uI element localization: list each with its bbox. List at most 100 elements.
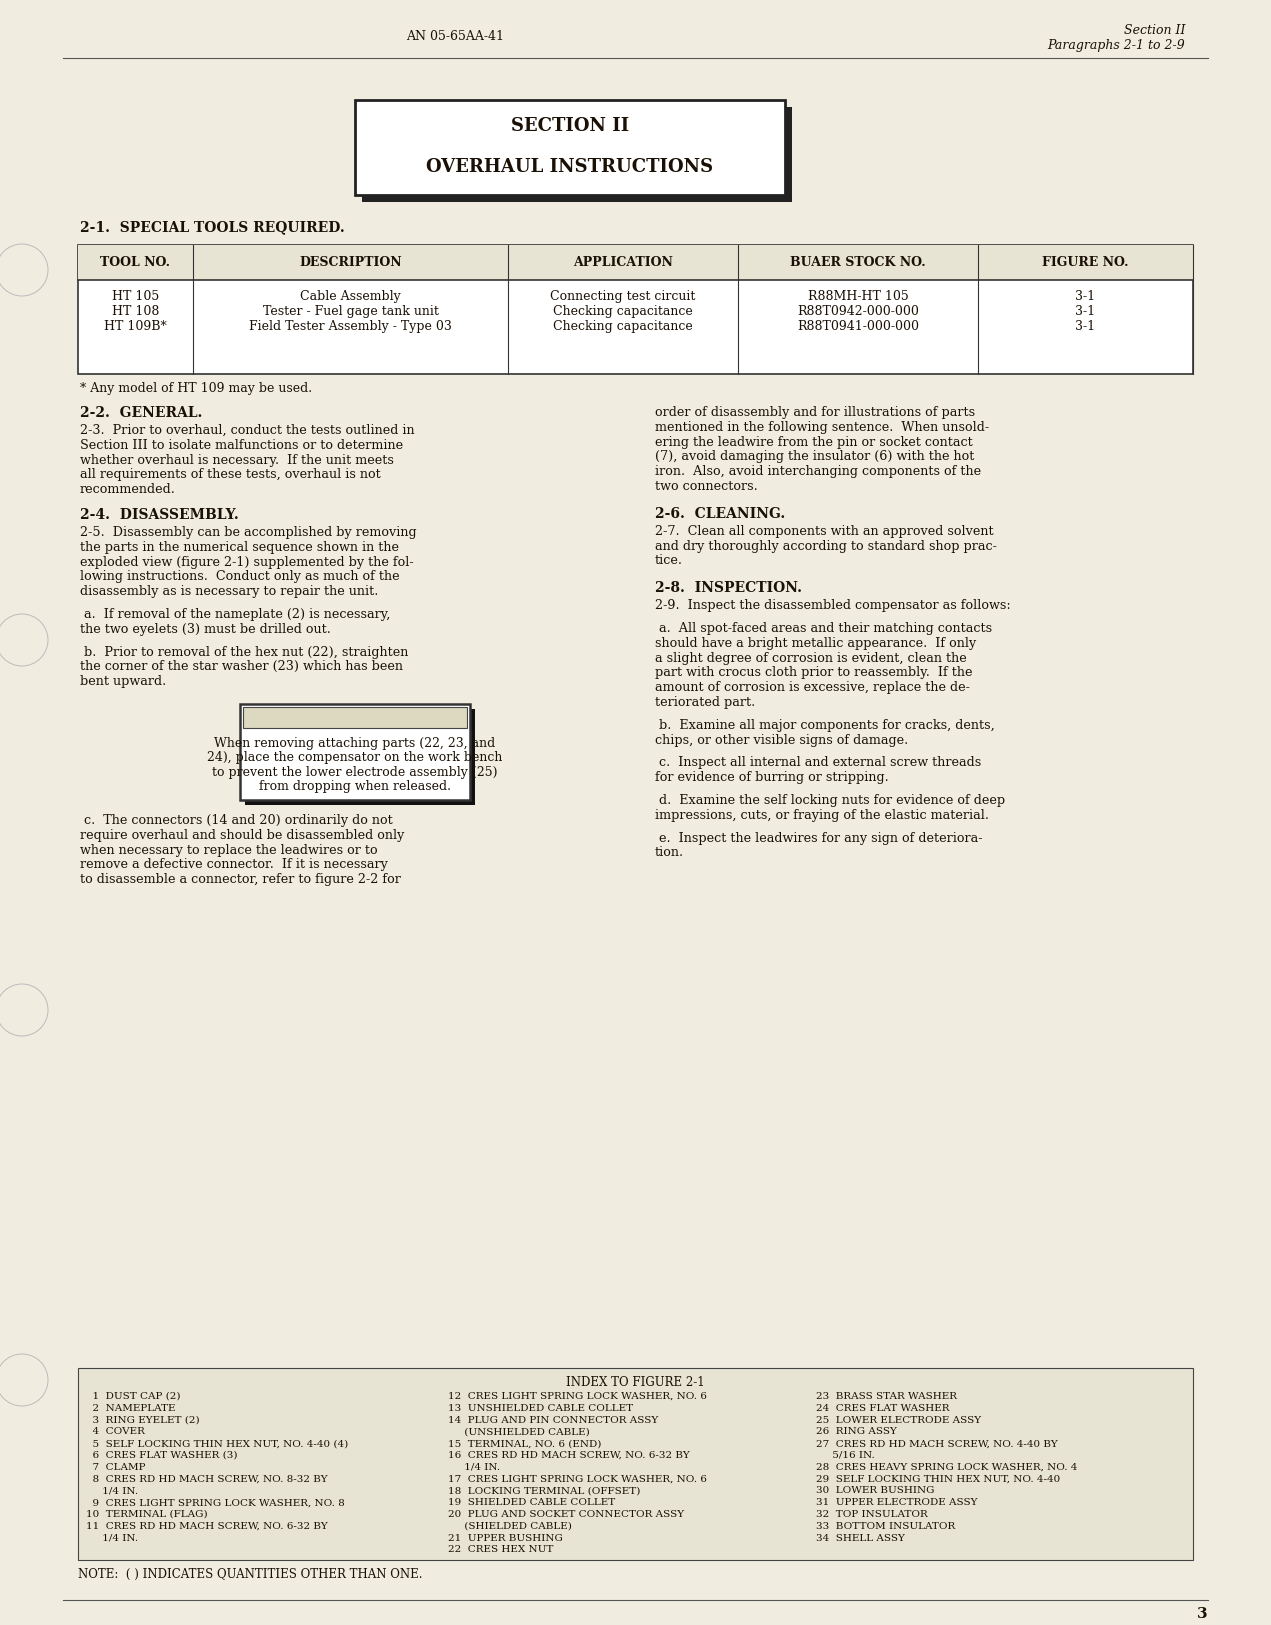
Text: R88MH-HT 105: R88MH-HT 105 [807,289,909,302]
Text: 3-1: 3-1 [1075,289,1096,302]
Text: bent upward.: bent upward. [80,676,167,689]
Text: from dropping when released.: from dropping when released. [259,780,451,793]
Text: 2-9.  Inspect the disassembled compensator as follows:: 2-9. Inspect the disassembled compensato… [655,600,1010,613]
Text: 2-6.  CLEANING.: 2-6. CLEANING. [655,507,785,520]
Text: R88T0941-000-000: R88T0941-000-000 [797,320,919,333]
Text: 22  CRES HEX NUT: 22 CRES HEX NUT [447,1545,553,1555]
Text: and dry thoroughly according to standard shop prac-: and dry thoroughly according to standard… [655,540,996,552]
Text: 2-7.  Clean all components with an approved solvent: 2-7. Clean all components with an approv… [655,525,994,538]
Text: 2-3.  Prior to overhaul, conduct the tests outlined in: 2-3. Prior to overhaul, conduct the test… [80,424,414,437]
Text: TOOL NO.: TOOL NO. [100,257,170,270]
Text: APPLICATION: APPLICATION [573,257,672,270]
Text: OVERHAUL INSTRUCTIONS: OVERHAUL INSTRUCTIONS [427,158,713,176]
Circle shape [0,985,48,1037]
Bar [355,101,785,195]
Circle shape [0,614,48,666]
Text: AN 05-65AA-41: AN 05-65AA-41 [405,29,505,42]
Text: 21  UPPER BUSHING: 21 UPPER BUSHING [447,1534,563,1542]
Text: a slight degree of corrosion is evident, clean the: a slight degree of corrosion is evident,… [655,652,967,665]
Text: 3-1: 3-1 [1075,306,1096,318]
Text: 33  BOTTOM INSULATOR: 33 BOTTOM INSULATOR [816,1521,956,1531]
Text: BUAER STOCK NO.: BUAER STOCK NO. [791,257,925,270]
Text: 3-1: 3-1 [1075,320,1096,333]
Text: should have a bright metallic appearance.  If only: should have a bright metallic appearance… [655,637,976,650]
Text: 1/4 IN.: 1/4 IN. [86,1487,139,1495]
Text: order of disassembly and for illustrations of parts: order of disassembly and for illustratio… [655,406,975,419]
Text: two connectors.: two connectors. [655,479,758,492]
Text: 10  TERMINAL (FLAG): 10 TERMINAL (FLAG) [86,1510,207,1519]
Text: ering the leadwire from the pin or socket contact: ering the leadwire from the pin or socke… [655,436,972,448]
Text: tion.: tion. [655,847,684,860]
Text: disassembly as is necessary to repair the unit.: disassembly as is necessary to repair th… [80,585,379,598]
Text: 2-5.  Disassembly can be accomplished by removing: 2-5. Disassembly can be accomplished by … [80,526,417,540]
Text: 7  CLAMP: 7 CLAMP [86,1462,145,1472]
Text: for evidence of burring or stripping.: for evidence of burring or stripping. [655,772,888,785]
Text: tice.: tice. [655,554,683,567]
Text: remove a defective connector.  If it is necessary: remove a defective connector. If it is n… [80,858,388,871]
Text: the two eyelets (3) must be drilled out.: the two eyelets (3) must be drilled out. [80,622,330,635]
Text: b.  Examine all major components for cracks, dents,: b. Examine all major components for crac… [655,718,995,731]
Text: (SHIELDED CABLE): (SHIELDED CABLE) [447,1521,572,1531]
Text: * Any model of HT 109 may be used.: * Any model of HT 109 may be used. [80,382,313,395]
Text: 5  SELF LOCKING THIN HEX NUT, NO. 4-40 (4): 5 SELF LOCKING THIN HEX NUT, NO. 4-40 (4… [86,1440,348,1448]
Text: a.  If removal of the nameplate (2) is necessary,: a. If removal of the nameplate (2) is ne… [80,608,390,621]
Text: HT 109B*: HT 109B* [104,320,167,333]
Text: CAUTION: CAUTION [319,710,391,723]
Text: FIGURE NO.: FIGURE NO. [1042,257,1129,270]
Text: 30  LOWER BUSHING: 30 LOWER BUSHING [816,1487,934,1495]
Text: 3: 3 [1197,1607,1207,1622]
Text: R88T0942-000-000: R88T0942-000-000 [797,306,919,318]
Text: 9  CRES LIGHT SPRING LOCK WASHER, NO. 8: 9 CRES LIGHT SPRING LOCK WASHER, NO. 8 [86,1498,344,1508]
Text: when necessary to replace the leadwires or to: when necessary to replace the leadwires … [80,843,377,856]
Text: Checking capacitance: Checking capacitance [553,306,693,318]
Bar [78,245,1193,280]
Text: Checking capacitance: Checking capacitance [553,320,693,333]
Text: 4  COVER: 4 COVER [86,1427,145,1436]
Circle shape [0,1354,48,1406]
Text: chips, or other visible signs of damage.: chips, or other visible signs of damage. [655,733,909,746]
Bar [240,704,470,800]
Text: 20  PLUG AND SOCKET CONNECTOR ASSY: 20 PLUG AND SOCKET CONNECTOR ASSY [447,1510,684,1519]
Text: 16  CRES RD HD MACH SCREW, NO. 6-32 BY: 16 CRES RD HD MACH SCREW, NO. 6-32 BY [447,1451,690,1459]
Text: d.  Examine the self locking nuts for evidence of deep: d. Examine the self locking nuts for evi… [655,795,1005,808]
Text: When removing attaching parts (22, 23, and: When removing attaching parts (22, 23, a… [215,738,496,751]
Text: 2-1.  SPECIAL TOOLS REQUIRED.: 2-1. SPECIAL TOOLS REQUIRED. [80,219,344,234]
Text: require overhaul and should be disassembled only: require overhaul and should be disassemb… [80,829,404,842]
Text: 18  LOCKING TERMINAL (OFFSET): 18 LOCKING TERMINAL (OFFSET) [447,1487,641,1495]
Text: 19  SHIELDED CABLE COLLET: 19 SHIELDED CABLE COLLET [447,1498,615,1508]
Text: b.  Prior to removal of the hex nut (22), straighten: b. Prior to removal of the hex nut (22),… [80,645,408,658]
Text: 15  TERMINAL, NO. 6 (END): 15 TERMINAL, NO. 6 (END) [447,1440,601,1448]
Text: 2-2.  GENERAL.: 2-2. GENERAL. [80,406,202,419]
Bar [78,245,1193,374]
Text: Field Tester Assembly - Type 03: Field Tester Assembly - Type 03 [249,320,452,333]
Text: whether overhaul is necessary.  If the unit meets: whether overhaul is necessary. If the un… [80,453,394,466]
Text: the corner of the star washer (23) which has been: the corner of the star washer (23) which… [80,660,403,673]
Text: 2-8.  INSPECTION.: 2-8. INSPECTION. [655,582,802,595]
Text: 25  LOWER ELECTRODE ASSY: 25 LOWER ELECTRODE ASSY [816,1415,981,1425]
Text: to prevent the lower electrode assembly (25): to prevent the lower electrode assembly … [212,765,498,778]
Text: (7), avoid damaging the insulator (6) with the hot: (7), avoid damaging the insulator (6) wi… [655,450,975,463]
Text: 34  SHELL ASSY: 34 SHELL ASSY [816,1534,905,1542]
Text: 32  TOP INSULATOR: 32 TOP INSULATOR [816,1510,928,1519]
Text: 17  CRES LIGHT SPRING LOCK WASHER, NO. 6: 17 CRES LIGHT SPRING LOCK WASHER, NO. 6 [447,1474,707,1484]
Text: 12  CRES LIGHT SPRING LOCK WASHER, NO. 6: 12 CRES LIGHT SPRING LOCK WASHER, NO. 6 [447,1393,707,1401]
Bar [78,1368,1193,1560]
Text: Section III to isolate malfunctions or to determine: Section III to isolate malfunctions or t… [80,439,403,452]
Text: Connecting test circuit: Connecting test circuit [550,289,695,302]
Text: Section II: Section II [1124,23,1185,36]
Text: 24  CRES FLAT WASHER: 24 CRES FLAT WASHER [816,1404,949,1412]
Text: the parts in the numerical sequence shown in the: the parts in the numerical sequence show… [80,541,399,554]
Text: 2-4.  DISASSEMBLY.: 2-4. DISASSEMBLY. [80,509,239,522]
Text: amount of corrosion is excessive, replace the de-: amount of corrosion is excessive, replac… [655,681,970,694]
Text: Paragraphs 2-1 to 2-9: Paragraphs 2-1 to 2-9 [1047,39,1185,52]
Text: 14  PLUG AND PIN CONNECTOR ASSY: 14 PLUG AND PIN CONNECTOR ASSY [447,1415,658,1425]
Text: 2  NAMEPLATE: 2 NAMEPLATE [86,1404,175,1412]
Text: a.  All spot-faced areas and their matching contacts: a. All spot-faced areas and their matchi… [655,622,993,635]
Text: 1/4 IN.: 1/4 IN. [86,1534,139,1542]
Circle shape [0,244,48,296]
Text: to disassemble a connector, refer to figure 2-2 for: to disassemble a connector, refer to fig… [80,873,400,886]
Text: 8  CRES RD HD MACH SCREW, NO. 8-32 BY: 8 CRES RD HD MACH SCREW, NO. 8-32 BY [86,1474,328,1484]
Text: Tester - Fuel gage tank unit: Tester - Fuel gage tank unit [263,306,438,318]
Text: 11  CRES RD HD MACH SCREW, NO. 6-32 BY: 11 CRES RD HD MACH SCREW, NO. 6-32 BY [86,1521,328,1531]
Text: c.  The connectors (14 and 20) ordinarily do not: c. The connectors (14 and 20) ordinarily… [80,814,393,827]
